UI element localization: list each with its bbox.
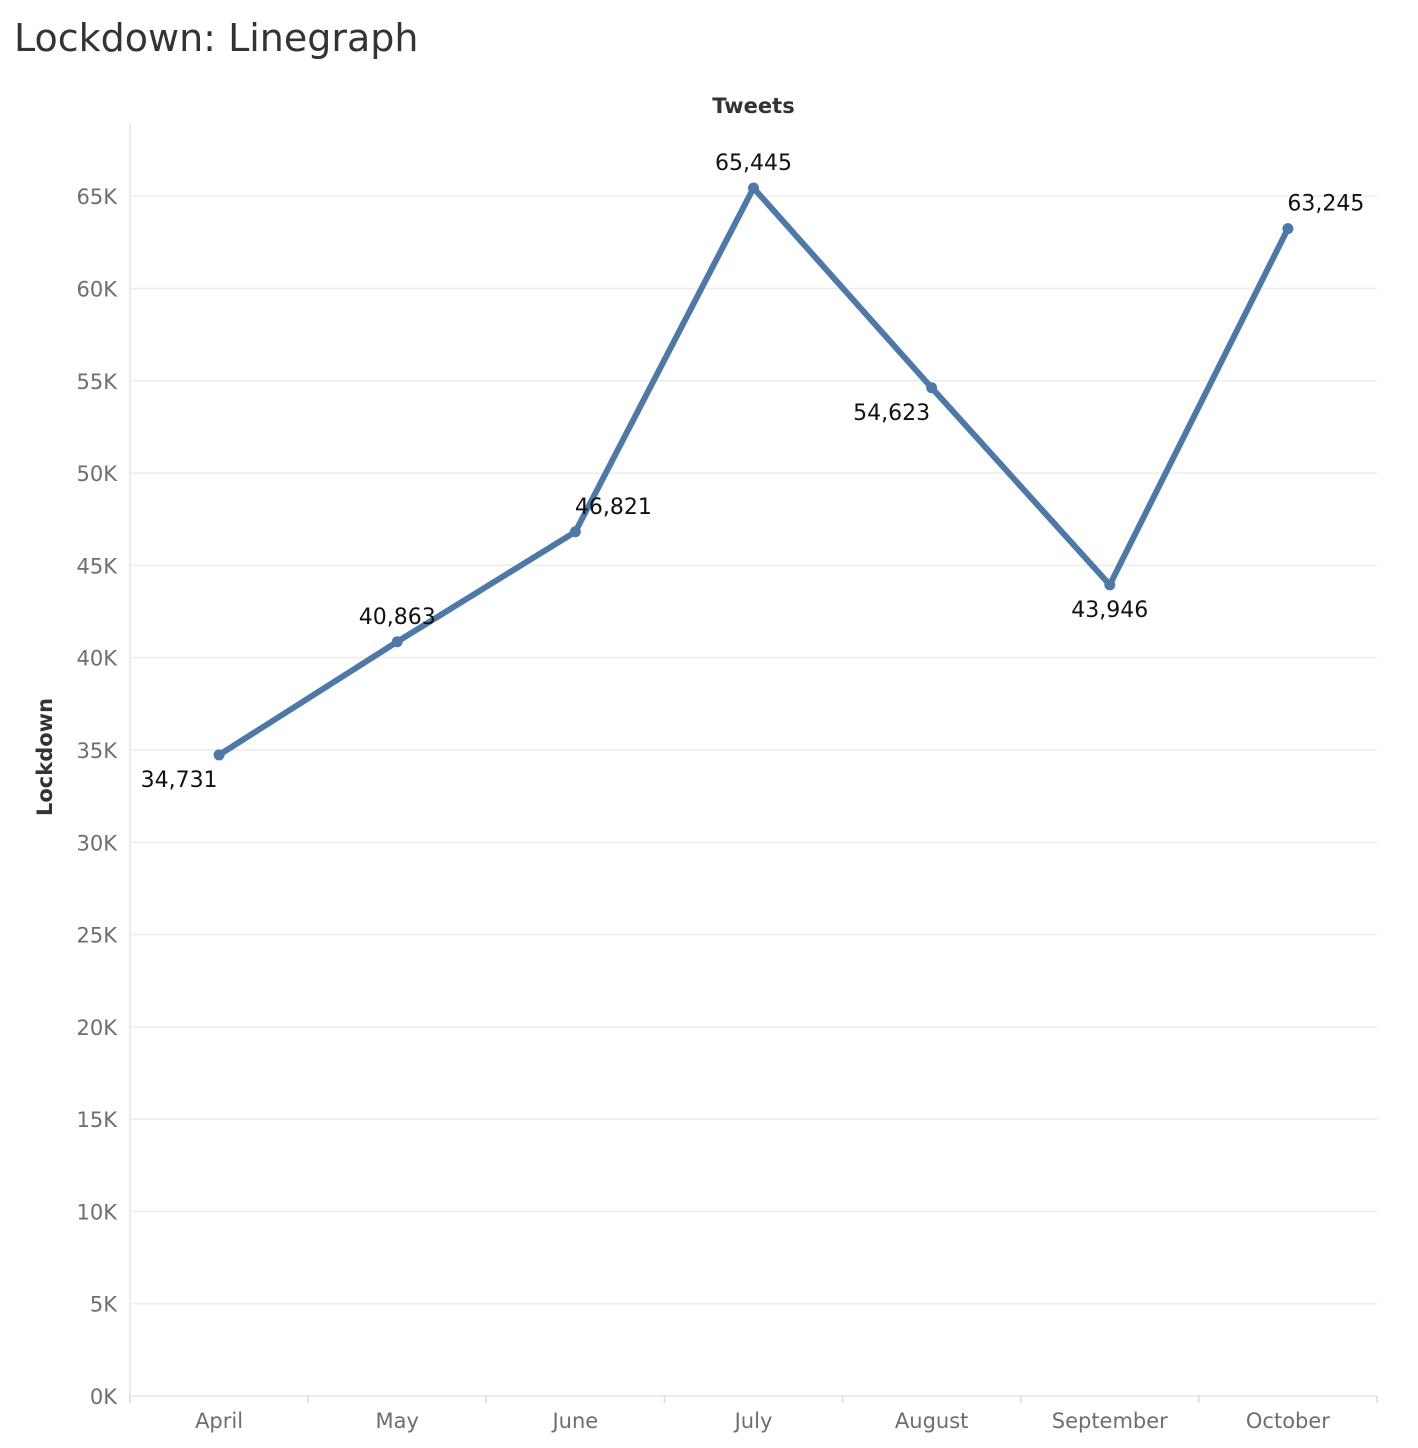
data-label: 34,731 [141, 768, 218, 793]
data-point [569, 526, 581, 538]
y-tick-label: 30K [77, 831, 119, 855]
gridlines [130, 195, 1377, 1305]
y-tick-label: 50K [77, 462, 119, 486]
y-tick-label: 15K [77, 1108, 119, 1132]
chart-title: Lockdown: Linegraph [14, 16, 419, 60]
y-tick-label: 35K [77, 739, 119, 763]
x-tick-label: May [376, 1409, 419, 1433]
y-axis-title: Lockdown [33, 698, 57, 816]
data-point [926, 382, 938, 394]
data-label: 46,821 [575, 495, 652, 520]
y-tick-label: 60K [77, 278, 119, 302]
y-axis-ticks: 0K 5K 10K 15K 20K 25K 30K 35K 40K 45K 50K 55K 60K 65K [77, 185, 119, 1409]
series-group [213, 182, 1294, 761]
y-tick-label: 0K [90, 1385, 118, 1409]
x-tick-label: June [550, 1409, 598, 1433]
data-point [1282, 223, 1294, 235]
data-point [213, 749, 225, 761]
x-tick-label: September [1052, 1409, 1168, 1433]
data-labels: 34,731 40,863 46,821 65,445 54,623 43,946 63,2… [141, 151, 1365, 793]
data-point [748, 182, 759, 194]
y-tick-label: 40K [77, 647, 119, 671]
data-label: 43,946 [1071, 598, 1148, 623]
x-tick-label: August [895, 1409, 969, 1433]
y-tick-label: 55K [77, 370, 119, 394]
y-tick-label: 20K [77, 1016, 119, 1040]
data-label: 40,863 [359, 605, 436, 630]
y-tick-label: 10K [77, 1200, 119, 1224]
y-tick-label: 65K [77, 185, 119, 209]
data-label: 65,445 [715, 151, 792, 176]
data-label: 63,245 [1287, 192, 1364, 217]
data-label: 54,623 [853, 401, 930, 426]
x-axis-ticks: April May June July August September October [129, 1396, 1378, 1433]
series-line [216, 185, 1291, 758]
x-tick-label: July [733, 1409, 773, 1433]
y-tick-label: 5K [90, 1293, 118, 1317]
data-point [1104, 579, 1116, 591]
x-tick-label: October [1246, 1409, 1330, 1433]
y-tick-label: 25K [77, 924, 119, 948]
y-tick-label: 45K [77, 554, 119, 578]
axes [129, 124, 1377, 1398]
x-axis-title: Tweets [712, 94, 794, 118]
data-point [391, 636, 403, 648]
x-tick-label: April [195, 1409, 243, 1433]
